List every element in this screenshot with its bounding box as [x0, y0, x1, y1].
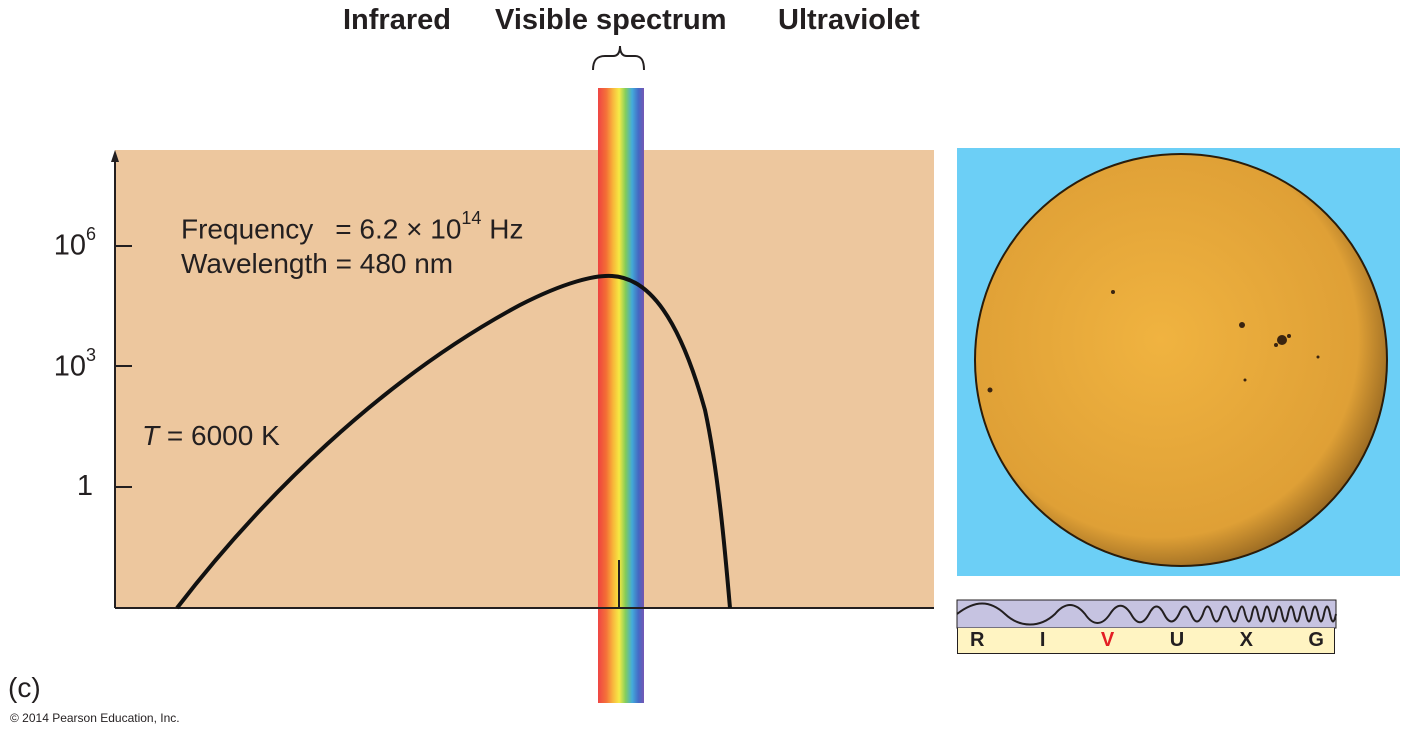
y-tick-label-1e6: 106 [53, 224, 96, 262]
panel-label: (c) [8, 672, 41, 703]
visible-spectrum-label: Visible spectrum [495, 4, 727, 36]
y-tick-label-1: 1 [76, 470, 93, 502]
riv-wave [956, 602, 1337, 626]
riv-letter-bar: R I V U X G [957, 628, 1335, 654]
riv-letter: U [1169, 629, 1185, 651]
sunspots [987, 290, 1320, 393]
riv-letter: G [1308, 629, 1324, 651]
wavelength-annotation: Wavelength = 480 nm [181, 248, 454, 279]
y-axis-arrow [111, 150, 119, 162]
temperature-annotation: T = 6000 K [142, 420, 280, 451]
plot-background [115, 150, 934, 608]
ultraviolet-label: Ultraviolet [778, 4, 920, 36]
visible-brace [592, 45, 645, 71]
infrared-label: Infrared [343, 4, 451, 36]
riv-letter: X [1239, 629, 1253, 651]
frequency-annotation: Frequency = 6.2 × 1014 Hz [181, 208, 524, 245]
visible-spectrum-band [598, 88, 644, 703]
copyright-text: © 2014 Pearson Education, Inc. [10, 711, 180, 725]
riv-letter: R [970, 629, 985, 651]
riv-letter-active: V [1100, 629, 1115, 651]
sun-disk [974, 153, 1388, 567]
blackbody-curve [175, 273, 732, 610]
riv-wave-background [956, 599, 1337, 629]
y-tick-label-1e3: 103 [53, 345, 96, 383]
riv-letter: I [1039, 629, 1046, 651]
